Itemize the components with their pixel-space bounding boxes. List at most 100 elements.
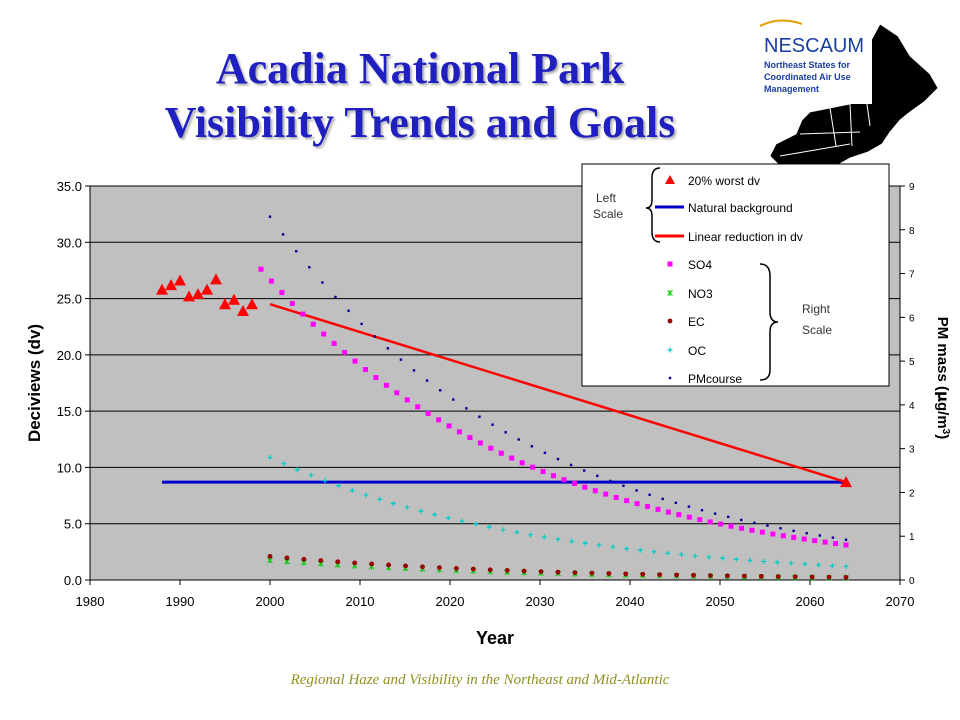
ec-point xyxy=(420,564,425,570)
oc-point xyxy=(829,563,835,569)
x-tick-label: 1980 xyxy=(76,594,105,609)
pmcourse-point xyxy=(831,536,835,539)
legend-right-group-label-2: Scale xyxy=(802,323,832,337)
pmcourse-point xyxy=(582,469,586,472)
axes: 0.0 5.0 10.0 15.0 20.0 25.0 30.0 35.0 0 1 2 3 4 5 6 7 8 9… xyxy=(57,179,915,609)
ec-point xyxy=(487,567,493,573)
ec-point xyxy=(725,573,730,579)
pmcourse-point xyxy=(740,518,743,522)
ec-point xyxy=(284,555,290,561)
left-scale-brace xyxy=(645,167,661,243)
oc-point xyxy=(432,512,438,518)
so4-point xyxy=(665,509,671,515)
pmcourse-point xyxy=(504,431,507,434)
so4-point xyxy=(362,367,368,373)
pmcourse-point xyxy=(452,398,455,401)
worst-dv-point xyxy=(192,288,204,300)
ec-point xyxy=(758,573,764,579)
y-right-tick-label: 9 xyxy=(909,182,915,193)
ec-point xyxy=(826,574,832,580)
oc-point xyxy=(706,554,712,560)
pmcourse-point xyxy=(308,266,311,269)
so4-point xyxy=(676,512,682,518)
ec-point xyxy=(708,573,713,578)
so4-point xyxy=(812,538,818,544)
pmcourse-point xyxy=(268,215,272,218)
oc-point xyxy=(418,508,424,514)
so4-point xyxy=(289,300,295,306)
legend-label-oc: OC xyxy=(688,344,706,358)
pmcourse-point xyxy=(700,508,704,512)
legend-label-natural-background: Natural background xyxy=(688,201,793,215)
x-tick-label: 2030 xyxy=(526,594,555,609)
pmcourse-point xyxy=(438,389,442,392)
pmcourse-point xyxy=(805,532,808,535)
pmcourse-point xyxy=(386,347,390,350)
worst-dv-point xyxy=(840,476,852,488)
ec-point xyxy=(691,572,696,578)
oc-point xyxy=(747,557,753,563)
right-scale-brace xyxy=(759,263,779,381)
pmcourse-point xyxy=(543,451,547,455)
oc-point xyxy=(774,559,780,565)
ec-point xyxy=(657,572,663,578)
ec-point xyxy=(572,570,578,576)
worst-dv-point xyxy=(237,304,249,316)
y-left-tick-label: 35.0 xyxy=(57,179,82,194)
legend-swatch-so4 xyxy=(667,261,673,267)
so4-point xyxy=(540,469,546,475)
ec-point xyxy=(538,569,544,574)
so4-point xyxy=(655,506,661,512)
oc-point xyxy=(816,562,822,568)
legend-right-group-label-1: Right xyxy=(802,302,831,316)
pmcourse-point xyxy=(425,379,429,382)
oc-point xyxy=(541,534,547,540)
worst-dv-point xyxy=(156,283,168,295)
so4-point xyxy=(352,358,358,364)
legend-left-group-label-1: Left xyxy=(596,191,617,205)
so4-point xyxy=(519,460,525,466)
x-tick-label: 2020 xyxy=(436,594,465,609)
so4-point xyxy=(436,417,442,423)
so4-point xyxy=(342,349,348,355)
logo-subtitle-1: Northeast States for xyxy=(764,60,851,70)
y-right-tick-label: 8 xyxy=(909,226,915,237)
so4-point xyxy=(822,539,828,545)
pmcourse-point xyxy=(661,497,664,501)
logo-subtitle-2: Coordinated Air Use xyxy=(764,72,851,82)
pmcourse-point xyxy=(818,534,822,537)
y-left-tick-label: 15.0 xyxy=(57,404,82,419)
so4-point xyxy=(759,529,765,535)
ec-point xyxy=(623,571,629,577)
pmcourse-point xyxy=(334,295,337,299)
oc-point xyxy=(720,555,726,561)
oc-point xyxy=(349,487,355,493)
pmcourse-point xyxy=(569,463,573,467)
so4-point xyxy=(300,311,306,317)
so4-point xyxy=(739,525,745,531)
x-tick-label: 2050 xyxy=(706,594,735,609)
so4-point xyxy=(561,477,567,483)
oc-point xyxy=(336,483,342,489)
x-axis-label: Year xyxy=(476,628,514,648)
x-tick-label: 2040 xyxy=(616,594,645,609)
ec-point xyxy=(504,568,510,573)
legend-swatch-ec xyxy=(667,318,673,324)
pmcourse-point xyxy=(347,309,350,313)
so4-point xyxy=(551,473,556,479)
so4-point xyxy=(686,514,692,520)
oc-point xyxy=(678,552,684,558)
y-axis-label-right: PM mass (μg/m3) xyxy=(934,317,952,439)
so4-point xyxy=(613,494,619,500)
slide-title-line-2: Visibility Trends and Goals xyxy=(164,98,676,147)
so4-point xyxy=(498,450,504,456)
so4-point xyxy=(592,488,598,494)
oc-point xyxy=(569,538,575,544)
ec-point xyxy=(589,570,595,576)
oc-point xyxy=(582,540,588,546)
pmcourse-point xyxy=(373,335,376,338)
oc-point xyxy=(281,461,287,467)
legend-label-linear-reduction-in-dv: Linear reduction in dv xyxy=(688,230,803,244)
ec-point xyxy=(386,562,391,568)
legend-swatch-oc xyxy=(667,347,673,353)
